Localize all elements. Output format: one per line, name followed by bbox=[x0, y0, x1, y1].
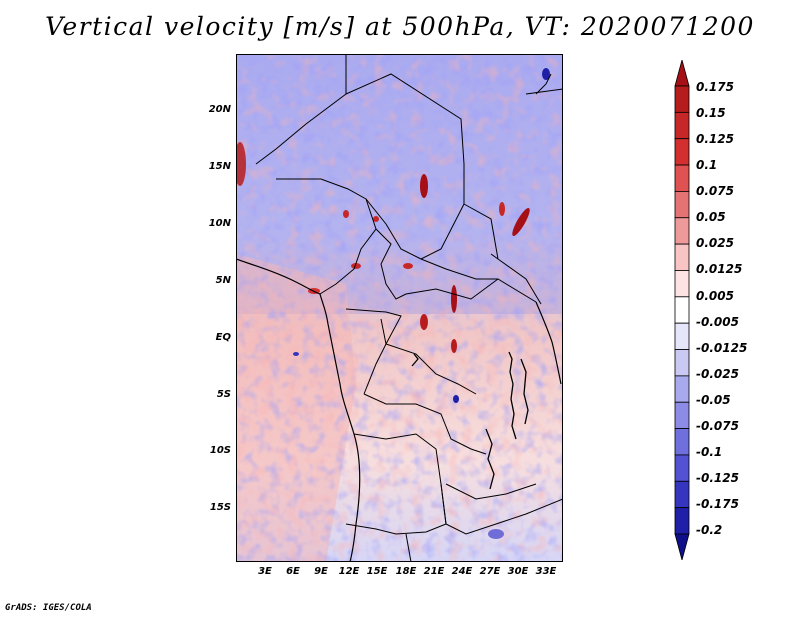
map-title: Vertical velocity [m/s] at 500hPa, VT: 2… bbox=[45, 12, 755, 41]
lon-label-21e: 21E bbox=[423, 566, 445, 577]
grads-credit: GrADS: IGES/COLA bbox=[5, 603, 92, 613]
colorbar-segment bbox=[674, 138, 690, 166]
colorbar bbox=[674, 60, 690, 560]
lon-label-9e: 9E bbox=[314, 566, 328, 577]
colorbar-arrow-bottom bbox=[674, 533, 690, 560]
lat-label-5s: 5S bbox=[216, 389, 231, 400]
vertical-velocity-map: 20N 15N 10N 5N EQ 5S 10S 15S 3E 6E 9E 12… bbox=[209, 54, 563, 577]
lat-label-10s: 10S bbox=[209, 445, 231, 456]
field-red-texture bbox=[236, 54, 563, 562]
colorbar-label: 0.005 bbox=[696, 289, 734, 303]
colorbar-label: 0.0125 bbox=[696, 262, 743, 276]
colorbar-segment bbox=[674, 480, 690, 509]
colorbar-label: 0.1 bbox=[696, 158, 718, 172]
colorbar-label: -0.0125 bbox=[696, 341, 748, 355]
lat-label-20n: 20N bbox=[208, 104, 231, 115]
lat-label-eq: EQ bbox=[215, 332, 231, 343]
colorbar-label: -0.005 bbox=[696, 315, 739, 329]
colorbar-segment bbox=[674, 375, 690, 403]
colorbar-label: -0.175 bbox=[696, 497, 739, 511]
colorbar-segment bbox=[674, 270, 690, 298]
colorbar-label: -0.2 bbox=[696, 523, 723, 537]
lon-label-6e: 6E bbox=[286, 566, 300, 577]
colorbar-label: 0.125 bbox=[696, 132, 734, 146]
strong-updraft-cells bbox=[236, 142, 530, 353]
colorbar-segment bbox=[674, 401, 690, 429]
colorbar-segment bbox=[674, 428, 690, 456]
lon-label-3e: 3E bbox=[258, 566, 272, 577]
colorbar-label: 0.075 bbox=[696, 184, 734, 198]
colorbar-label: 0.15 bbox=[696, 106, 726, 120]
colorbar-segment bbox=[674, 164, 690, 192]
lon-label-33e: 33E bbox=[535, 566, 557, 577]
coastline-east bbox=[535, 301, 562, 385]
colorbar-segments bbox=[674, 60, 690, 560]
lon-label-30e: 30E bbox=[507, 566, 529, 577]
colorbar-segment bbox=[674, 217, 690, 245]
lon-label-18e: 18E bbox=[395, 566, 417, 577]
lat-label-5n: 5N bbox=[215, 275, 231, 286]
colorbar-label: -0.025 bbox=[696, 367, 739, 381]
colorbar-label: 0.025 bbox=[696, 236, 734, 250]
colorbar-arrow-top bbox=[674, 60, 690, 87]
colorbar-segment bbox=[674, 454, 690, 482]
colorbar-segment bbox=[674, 85, 690, 113]
colorbar-label: 0.175 bbox=[696, 80, 734, 94]
lat-label-10n: 10N bbox=[208, 218, 231, 229]
colorbar-label: -0.125 bbox=[696, 471, 739, 485]
colorbar-segment bbox=[674, 349, 690, 377]
lat-label-15s: 15S bbox=[209, 502, 231, 513]
colorbar-segment bbox=[674, 191, 690, 219]
lon-label-12e: 12E bbox=[338, 566, 360, 577]
lon-label-24e: 24E bbox=[451, 566, 473, 577]
map-frame bbox=[236, 54, 563, 562]
colorbar-segment bbox=[674, 243, 690, 271]
lon-label-27e: 27E bbox=[479, 566, 501, 577]
colorbar-segment bbox=[674, 296, 690, 324]
colorbar-label: -0.05 bbox=[696, 393, 731, 407]
colorbar-segment bbox=[674, 322, 690, 350]
colorbar-label: 0.05 bbox=[696, 210, 726, 224]
colorbar-label: -0.1 bbox=[696, 445, 723, 459]
colorbar-label: -0.075 bbox=[696, 419, 739, 433]
strong-downdraft-cells bbox=[293, 68, 550, 539]
lat-label-15n: 15N bbox=[208, 161, 231, 172]
lon-label-15e: 15E bbox=[366, 566, 388, 577]
map-canvas bbox=[236, 54, 563, 562]
colorbar-segment bbox=[674, 111, 690, 140]
lakes bbox=[411, 351, 529, 490]
coastline-west bbox=[236, 258, 361, 562]
colorbar-segment bbox=[674, 507, 690, 535]
country-borders bbox=[255, 54, 563, 562]
